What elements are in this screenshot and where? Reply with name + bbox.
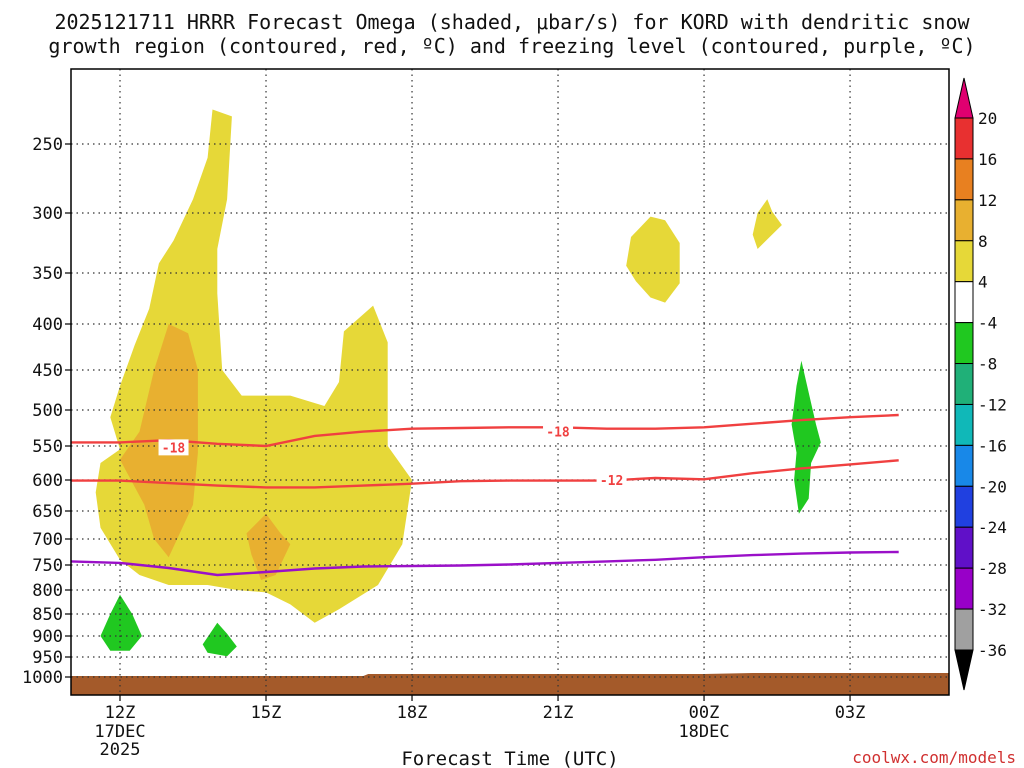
x-tick-label-18Z: 18Z <box>397 703 428 723</box>
colorbar-box-2 <box>954 158 974 201</box>
colorbar-label--16: -16 <box>978 436 1007 455</box>
y-tick-label-700: 700 <box>32 530 63 550</box>
y-tick-label-950: 950 <box>32 648 63 668</box>
contour-label-bg <box>596 472 627 488</box>
contour-label: -18 <box>162 441 186 456</box>
chart-title-line1: 2025121711 HRRR Forecast Omega (shaded, … <box>54 10 970 34</box>
y-tick-label-650: 650 <box>32 502 63 522</box>
colorbar-label--32: -32 <box>978 600 1007 619</box>
colorbar-box-13 <box>954 608 974 651</box>
plot-area <box>71 109 949 695</box>
x-tick-label-21Z: 21Z <box>543 703 574 723</box>
x-tick-label-12Z: 12Z <box>105 703 136 723</box>
colorbar-box-10 <box>954 485 974 528</box>
contour-label-bg <box>158 439 189 456</box>
colorbar-label-8: 8 <box>978 232 988 251</box>
x-tick-label-03Z: 03Z <box>835 703 866 723</box>
colorbar-label-12: 12 <box>978 191 997 210</box>
x-tick-label-15Z: 15Z <box>251 703 282 723</box>
contour-label: -12 <box>600 474 623 489</box>
omega-region-5 <box>246 513 291 580</box>
colorbar-label-16: 16 <box>978 150 997 169</box>
colorbar-bottom-arrow <box>954 649 974 691</box>
y-tick-label-1000: 1000 <box>22 668 63 688</box>
colorbar-label--36: -36 <box>978 641 1007 660</box>
omega-region-7 <box>202 622 237 657</box>
colorbar-box-7 <box>954 363 974 405</box>
colorbar-label--24: -24 <box>978 518 1007 537</box>
omega-region-3 <box>626 216 680 303</box>
contour-line-2 <box>71 459 899 489</box>
y-tick-label-750: 750 <box>32 556 63 576</box>
colorbar-label-20: 20 <box>978 109 997 128</box>
colorbar-box-3 <box>954 199 974 242</box>
y-tick-label-900: 900 <box>32 627 63 647</box>
colorbar-box-11 <box>954 526 974 569</box>
omega-region-8 <box>791 360 821 514</box>
axes: 2503003504004505005506006507007508008509… <box>22 135 865 760</box>
y-tick-label-350: 350 <box>32 264 63 284</box>
y-tick-label-300: 300 <box>32 204 63 224</box>
y-tick-label-600: 600 <box>32 471 63 491</box>
colorbar-label-4: 4 <box>978 273 988 292</box>
y-tick-label-550: 550 <box>32 437 63 457</box>
colorbar-box-6 <box>954 322 974 365</box>
credit-text: coolwx.com/models <box>852 748 1016 767</box>
colorbar-top-arrow <box>954 77 974 119</box>
colorbar-label--12: -12 <box>978 395 1007 414</box>
colorbar-box-1 <box>954 117 974 160</box>
colorbar-box-4 <box>954 240 974 283</box>
y-tick-label-450: 450 <box>32 361 63 381</box>
chart-title-line2: growth region (contoured, red, ºC) and f… <box>48 34 975 58</box>
x-tick-year-12Z: 2025 <box>100 740 141 760</box>
colorbar-label--20: -20 <box>978 477 1007 496</box>
contour-line-3 <box>71 550 899 577</box>
y-tick-label-500: 500 <box>32 401 63 421</box>
colorbar-label--8: -8 <box>978 355 997 374</box>
omega-region-6 <box>100 594 142 651</box>
colorbar-box-5 <box>954 281 974 324</box>
y-tick-label-250: 250 <box>32 135 63 155</box>
surface-terrain <box>71 673 949 695</box>
plot-overlay: -18 -18 -12 <box>71 69 949 695</box>
y-tick-label-400: 400 <box>32 315 63 335</box>
omega-region-2 <box>752 199 782 249</box>
contour-label-bg <box>543 423 574 440</box>
contour-label: -18 <box>546 426 570 441</box>
colorbar-label--28: -28 <box>978 559 1007 578</box>
x-tick-label-00Z: 00Z <box>689 703 720 723</box>
colorbar-box-9 <box>954 444 974 487</box>
y-tick-label-800: 800 <box>32 581 63 601</box>
plot-frame <box>70 68 950 696</box>
contour-line-1 <box>71 413 899 448</box>
y-tick-label-850: 850 <box>32 605 63 625</box>
colorbar-box-8 <box>954 403 974 446</box>
x-tick-date-12Z: 17DEC <box>94 722 145 742</box>
x-axis-label: Forecast Time (UTC) <box>401 748 618 768</box>
colorbar-box-12 <box>954 567 974 610</box>
x-tick-date-00Z: 18DEC <box>678 722 729 742</box>
colorbar-label--4: -4 <box>978 314 997 333</box>
colorbar: 20 16 12 8 4 -4 -8 -12 -16 -20 -24 -28 -32 -36 <box>954 77 1007 691</box>
